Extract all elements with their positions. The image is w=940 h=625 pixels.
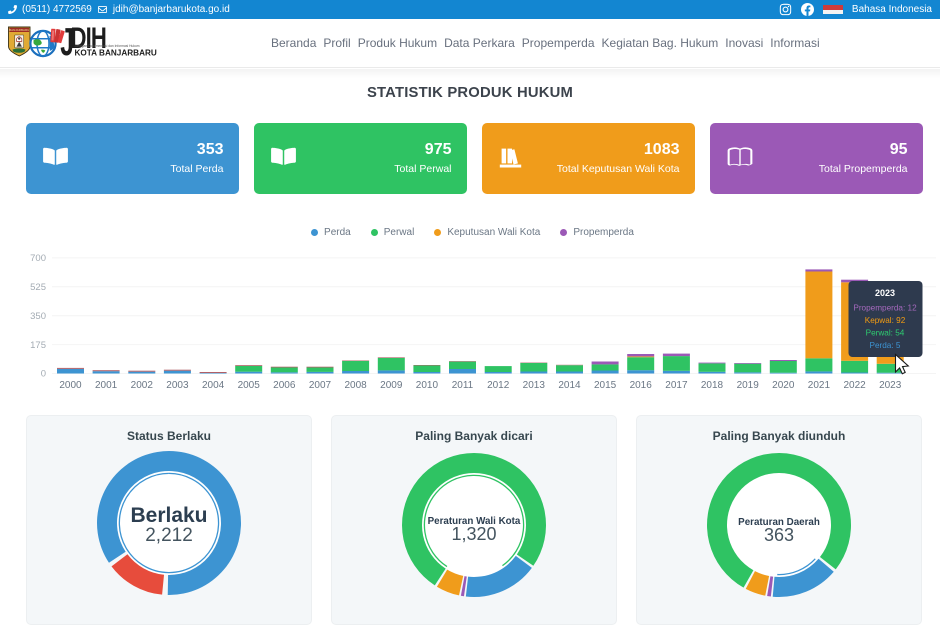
svg-text:2005: 2005 (238, 380, 261, 391)
svg-text:Kepwal: 92: Kepwal: 92 (865, 316, 906, 325)
svg-text:BANJARBARU: BANJARBARU (9, 28, 29, 32)
svg-text:2023: 2023 (879, 380, 902, 391)
svg-text:2021: 2021 (808, 380, 831, 391)
svg-text:2001: 2001 (95, 380, 118, 391)
svg-text:2023: 2023 (875, 288, 895, 298)
svg-text:Perda: 5: Perda: 5 (870, 341, 901, 350)
svg-text:2007: 2007 (309, 380, 332, 391)
svg-text:Jaringan Dokumentasi dan Infor: Jaringan Dokumentasi dan Informasi Hukum (75, 44, 140, 48)
svg-text:2004: 2004 (202, 380, 225, 391)
svg-text:2010: 2010 (416, 380, 439, 391)
svg-text:2018: 2018 (701, 380, 724, 391)
svg-text:350: 350 (30, 311, 46, 322)
svg-text:2022: 2022 (843, 380, 866, 391)
svg-text:2009: 2009 (380, 380, 403, 391)
svg-text:525: 525 (30, 282, 46, 293)
svg-text:175: 175 (30, 340, 46, 351)
svg-text:2012: 2012 (487, 380, 510, 391)
svg-text:2008: 2008 (344, 380, 367, 391)
svg-text:2003: 2003 (166, 380, 189, 391)
svg-text:2019: 2019 (737, 380, 760, 391)
svg-text:2000: 2000 (59, 380, 82, 391)
svg-text:2013: 2013 (523, 380, 546, 391)
svg-text:Perwal: 54: Perwal: 54 (866, 329, 905, 338)
svg-text:2015: 2015 (594, 380, 617, 391)
svg-text:700: 700 (30, 253, 46, 264)
svg-text:0: 0 (41, 369, 46, 380)
svg-text:2016: 2016 (630, 380, 653, 391)
svg-text:KOTA BANJARBARU: KOTA BANJARBARU (75, 49, 157, 58)
svg-text:2006: 2006 (273, 380, 296, 391)
svg-text:2002: 2002 (131, 380, 154, 391)
svg-text:2017: 2017 (665, 380, 688, 391)
svg-text:Propemperda: 12: Propemperda: 12 (853, 304, 917, 313)
svg-text:2011: 2011 (452, 380, 474, 391)
svg-text:2014: 2014 (558, 380, 581, 391)
svg-text:2020: 2020 (772, 380, 795, 391)
